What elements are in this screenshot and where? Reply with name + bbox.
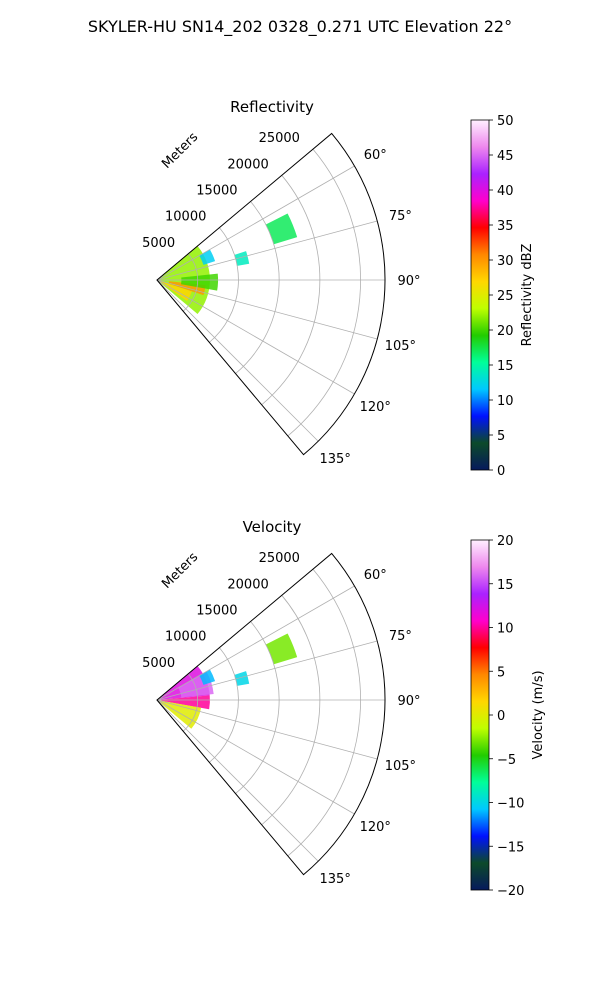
reflectivity-colorbar-tick-label: 25 — [497, 289, 514, 304]
velocity-colorbar-tick-label: 15 — [497, 578, 514, 593]
figure-suptitle: SKYLER-HU SN14_202 0328_0.271 UTC Elevat… — [88, 17, 512, 37]
velocity-grid-spoke — [156, 699, 319, 862]
reflectivity-angle-tick-label: 90° — [397, 274, 420, 289]
velocity-colorbar-tick-label: −20 — [497, 884, 524, 899]
velocity-frame — [156, 552, 386, 876]
reflectivity-sector-frame — [156, 132, 386, 456]
reflectivity-angle-ticks: 60° 75° 90° 105° 120° 135° — [320, 148, 421, 467]
velocity-radial-ticks: 5000 10000 15000 20000 25000 — [142, 551, 300, 671]
reflectivity-grid-spoke — [156, 279, 378, 340]
reflectivity-angle-tick-label: 135° — [320, 452, 351, 467]
velocity-colorbar-label: Velocity (m/s) — [531, 670, 546, 759]
reflectivity-radial-tick-label: 15000 — [196, 183, 237, 198]
reflectivity-grid-arc — [287, 148, 361, 437]
velocity-angle-tick-label: 75° — [389, 629, 412, 644]
reflectivity-radial-tick-label: 20000 — [227, 157, 268, 172]
reflectivity-colorbar-tick-label: 10 — [497, 394, 514, 409]
reflectivity-colorbar-ticks: 0 5 10 15 20 25 30 35 40 45 50 — [489, 114, 514, 479]
reflectivity-colorbar-tick-label: 5 — [497, 429, 505, 444]
velocity-echo-region — [265, 633, 298, 665]
reflectivity-radial-ticks: 5000 10000 15000 20000 25000 — [142, 131, 300, 251]
velocity-grid — [156, 568, 385, 862]
velocity-angle-tick-label: 120° — [360, 820, 391, 835]
velocity-angle-ticks: 60° 75° 90° 105° 120° 135° — [320, 568, 421, 887]
reflectivity-grid-spoke — [156, 279, 355, 395]
reflectivity-radial-tick-label: 25000 — [259, 131, 300, 146]
velocity-colorbar-tick-label: 0 — [497, 709, 505, 724]
velocity-colorbar-bar — [470, 539, 490, 891]
velocity-grid-arc — [235, 621, 280, 794]
velocity-radial-tick-label: 20000 — [227, 577, 268, 592]
reflectivity-panel: Reflectivity 5000 10000 15000 20000 25000 60… — [142, 98, 420, 467]
velocity-radial-tick-label: 10000 — [165, 630, 206, 645]
reflectivity-colorbar-tick-label: 35 — [497, 219, 514, 234]
reflectivity-angle-tick-label: 120° — [360, 400, 391, 415]
reflectivity-angle-tick-label: 60° — [364, 148, 387, 163]
reflectivity-grid-arc — [235, 201, 280, 374]
reflectivity-colorbar-tick-label: 40 — [497, 184, 514, 199]
reflectivity-radial-tick-label: 5000 — [142, 236, 175, 251]
velocity-sector-frame — [156, 552, 386, 876]
velocity-colorbar-tick-label: −10 — [497, 797, 524, 812]
velocity-radial-tick-label: 15000 — [196, 603, 237, 618]
velocity-angle-tick-label: 135° — [320, 872, 351, 887]
velocity-radial-tick-label: 5000 — [142, 656, 175, 671]
velocity-grid-spoke — [156, 699, 355, 815]
reflectivity-colorbar-tick-label: 15 — [497, 359, 514, 374]
velocity-grid-spoke — [156, 585, 355, 701]
velocity-grid-spoke — [156, 640, 378, 701]
reflectivity-colorbar-tick-label: 20 — [497, 324, 514, 339]
velocity-colorbar: −20 −15 −10 −5 0 5 10 15 20 Velocity (m/s) — [470, 534, 546, 899]
reflectivity-echo-region — [234, 251, 250, 266]
velocity-radial-axis-label: Meters — [159, 550, 201, 592]
reflectivity-grid-arc — [261, 175, 321, 406]
reflectivity-angle-tick-label: 105° — [385, 339, 416, 354]
reflectivity-radial-tick-label: 10000 — [165, 210, 206, 225]
reflectivity-colorbar-tick-label: 0 — [497, 464, 505, 479]
reflectivity-echo-region — [265, 213, 298, 245]
reflectivity-angle-tick-label: 75° — [389, 209, 412, 224]
velocity-title: Velocity — [243, 518, 302, 536]
velocity-colorbar-tick-label: −5 — [497, 753, 516, 768]
reflectivity-colorbar-label: Reflectivity dBZ — [520, 244, 535, 347]
velocity-panel: Velocity 5000 10000 15000 20000 25000 60° 75°… — [142, 518, 420, 887]
velocity-colorbar-tick-label: −15 — [497, 840, 524, 855]
reflectivity-frame — [156, 132, 386, 456]
velocity-colorbar-ticks: −20 −15 −10 −5 0 5 10 15 20 — [489, 534, 524, 899]
velocity-grid-arc — [261, 595, 321, 826]
reflectivity-colorbar-tick-label: 30 — [497, 254, 514, 269]
velocity-angle-tick-label: 90° — [397, 694, 420, 709]
velocity-echo-region — [234, 671, 250, 686]
reflectivity-grid-spoke — [156, 279, 319, 442]
velocity-angle-tick-label: 105° — [385, 759, 416, 774]
reflectivity-echo-region — [181, 273, 219, 291]
velocity-radial-tick-label: 25000 — [259, 551, 300, 566]
reflectivity-radial-axis-label: Meters — [159, 130, 201, 172]
velocity-colorbar-tick-label: 20 — [497, 534, 514, 549]
velocity-colorbar-tick-label: 5 — [497, 665, 505, 680]
reflectivity-grid-spoke — [156, 165, 355, 281]
velocity-colorbar-tick-label: 10 — [497, 622, 514, 637]
reflectivity-grid — [156, 148, 385, 442]
reflectivity-colorbar: 0 5 10 15 20 25 30 35 40 45 50 Reflectivity dBZ — [470, 114, 535, 479]
reflectivity-grid-spoke — [156, 220, 378, 281]
reflectivity-colorbar-bar — [470, 119, 490, 471]
reflectivity-colorbar-tick-label: 45 — [497, 149, 514, 164]
reflectivity-colorbar-tick-label: 50 — [497, 114, 514, 129]
velocity-grid-arc — [209, 647, 239, 763]
velocity-angle-tick-label: 60° — [364, 568, 387, 583]
reflectivity-grid-arc — [209, 227, 239, 343]
velocity-grid-arc — [287, 568, 361, 857]
velocity-grid-spoke — [156, 699, 378, 760]
reflectivity-title: Reflectivity — [230, 98, 314, 116]
